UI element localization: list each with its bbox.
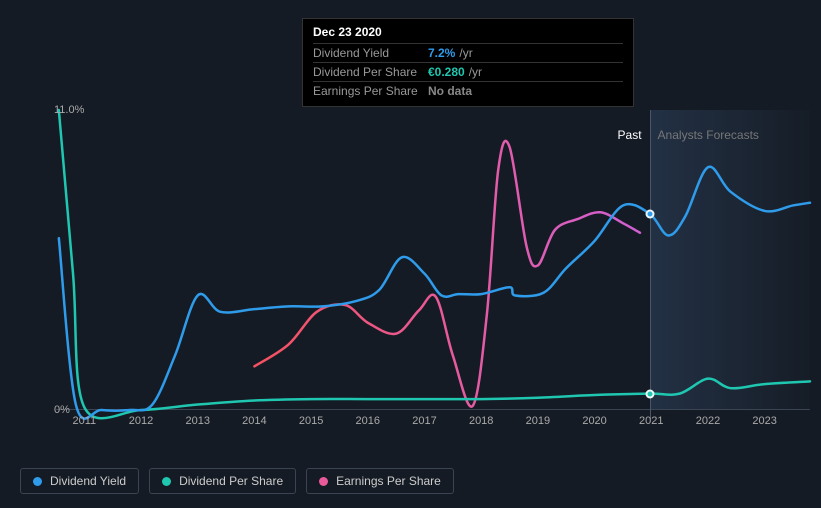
tooltip-row: Dividend Per Share€0.280/yr (313, 62, 623, 81)
series-marker (645, 209, 654, 218)
tooltip-value: No data (428, 84, 472, 98)
x-tick-label: 2013 (185, 415, 209, 427)
tooltip-label: Dividend Per Share (313, 65, 428, 79)
legend-label: Dividend Per Share (179, 474, 283, 488)
tooltip-value: 7.2% (428, 46, 455, 60)
tooltip-value: €0.280 (428, 65, 465, 79)
tooltip-label: Dividend Yield (313, 46, 428, 60)
chart-svg (56, 110, 810, 410)
series-marker (645, 389, 654, 398)
x-tick-label: 2017 (412, 415, 436, 427)
x-tick-label: 2018 (469, 415, 493, 427)
legend-item-dividend_yield[interactable]: Dividend Yield (20, 468, 139, 494)
x-tick-label: 2023 (752, 415, 776, 427)
tooltip-label: Earnings Per Share (313, 84, 428, 98)
tooltip-row: Earnings Per ShareNo data (313, 81, 623, 100)
series-line (254, 141, 640, 407)
legend-label: Dividend Yield (50, 474, 126, 488)
x-axis: 2011 2012 2013 2014 2015 2016 2017 2018 2019 2020… (56, 415, 810, 435)
chart-tooltip: Dec 23 2020 Dividend Yield7.2%/yrDividen… (302, 18, 634, 107)
series-line (59, 110, 810, 418)
x-tick-label: 2021 (639, 415, 663, 427)
x-tick-label: 2022 (696, 415, 720, 427)
tooltip-row: Dividend Yield7.2% /yr (313, 43, 623, 62)
legend-dot-icon (319, 477, 328, 486)
legend-label: Earnings Per Share (336, 474, 441, 488)
legend-item-earnings_per_share[interactable]: Earnings Per Share (306, 468, 454, 494)
x-tick-label: 2020 (582, 415, 606, 427)
legend-dot-icon (33, 477, 42, 486)
tooltip-rows: Dividend Yield7.2%/yrDividend Per Share€… (313, 43, 623, 100)
tooltip-date: Dec 23 2020 (313, 25, 623, 39)
series-line (59, 167, 810, 419)
legend-item-dividend_per_share[interactable]: Dividend Per Share (149, 468, 296, 494)
x-tick-label: 2012 (129, 415, 153, 427)
plot-area[interactable]: Past Analysts Forecasts (56, 110, 810, 410)
tooltip-unit: /yr (469, 65, 482, 79)
x-tick-label: 2011 (73, 415, 97, 427)
legend: Dividend Yield Dividend Per Share Earnings… (20, 468, 454, 494)
x-tick-label: 2019 (526, 415, 550, 427)
chart: Past Analysts Forecasts 0%11.0% 20112012… (20, 110, 810, 420)
tooltip-unit: /yr (459, 46, 472, 60)
legend-dot-icon (162, 477, 171, 486)
x-tick-label: 2014 (242, 415, 266, 427)
x-tick-label: 2015 (299, 415, 323, 427)
x-tick-label: 2016 (356, 415, 380, 427)
